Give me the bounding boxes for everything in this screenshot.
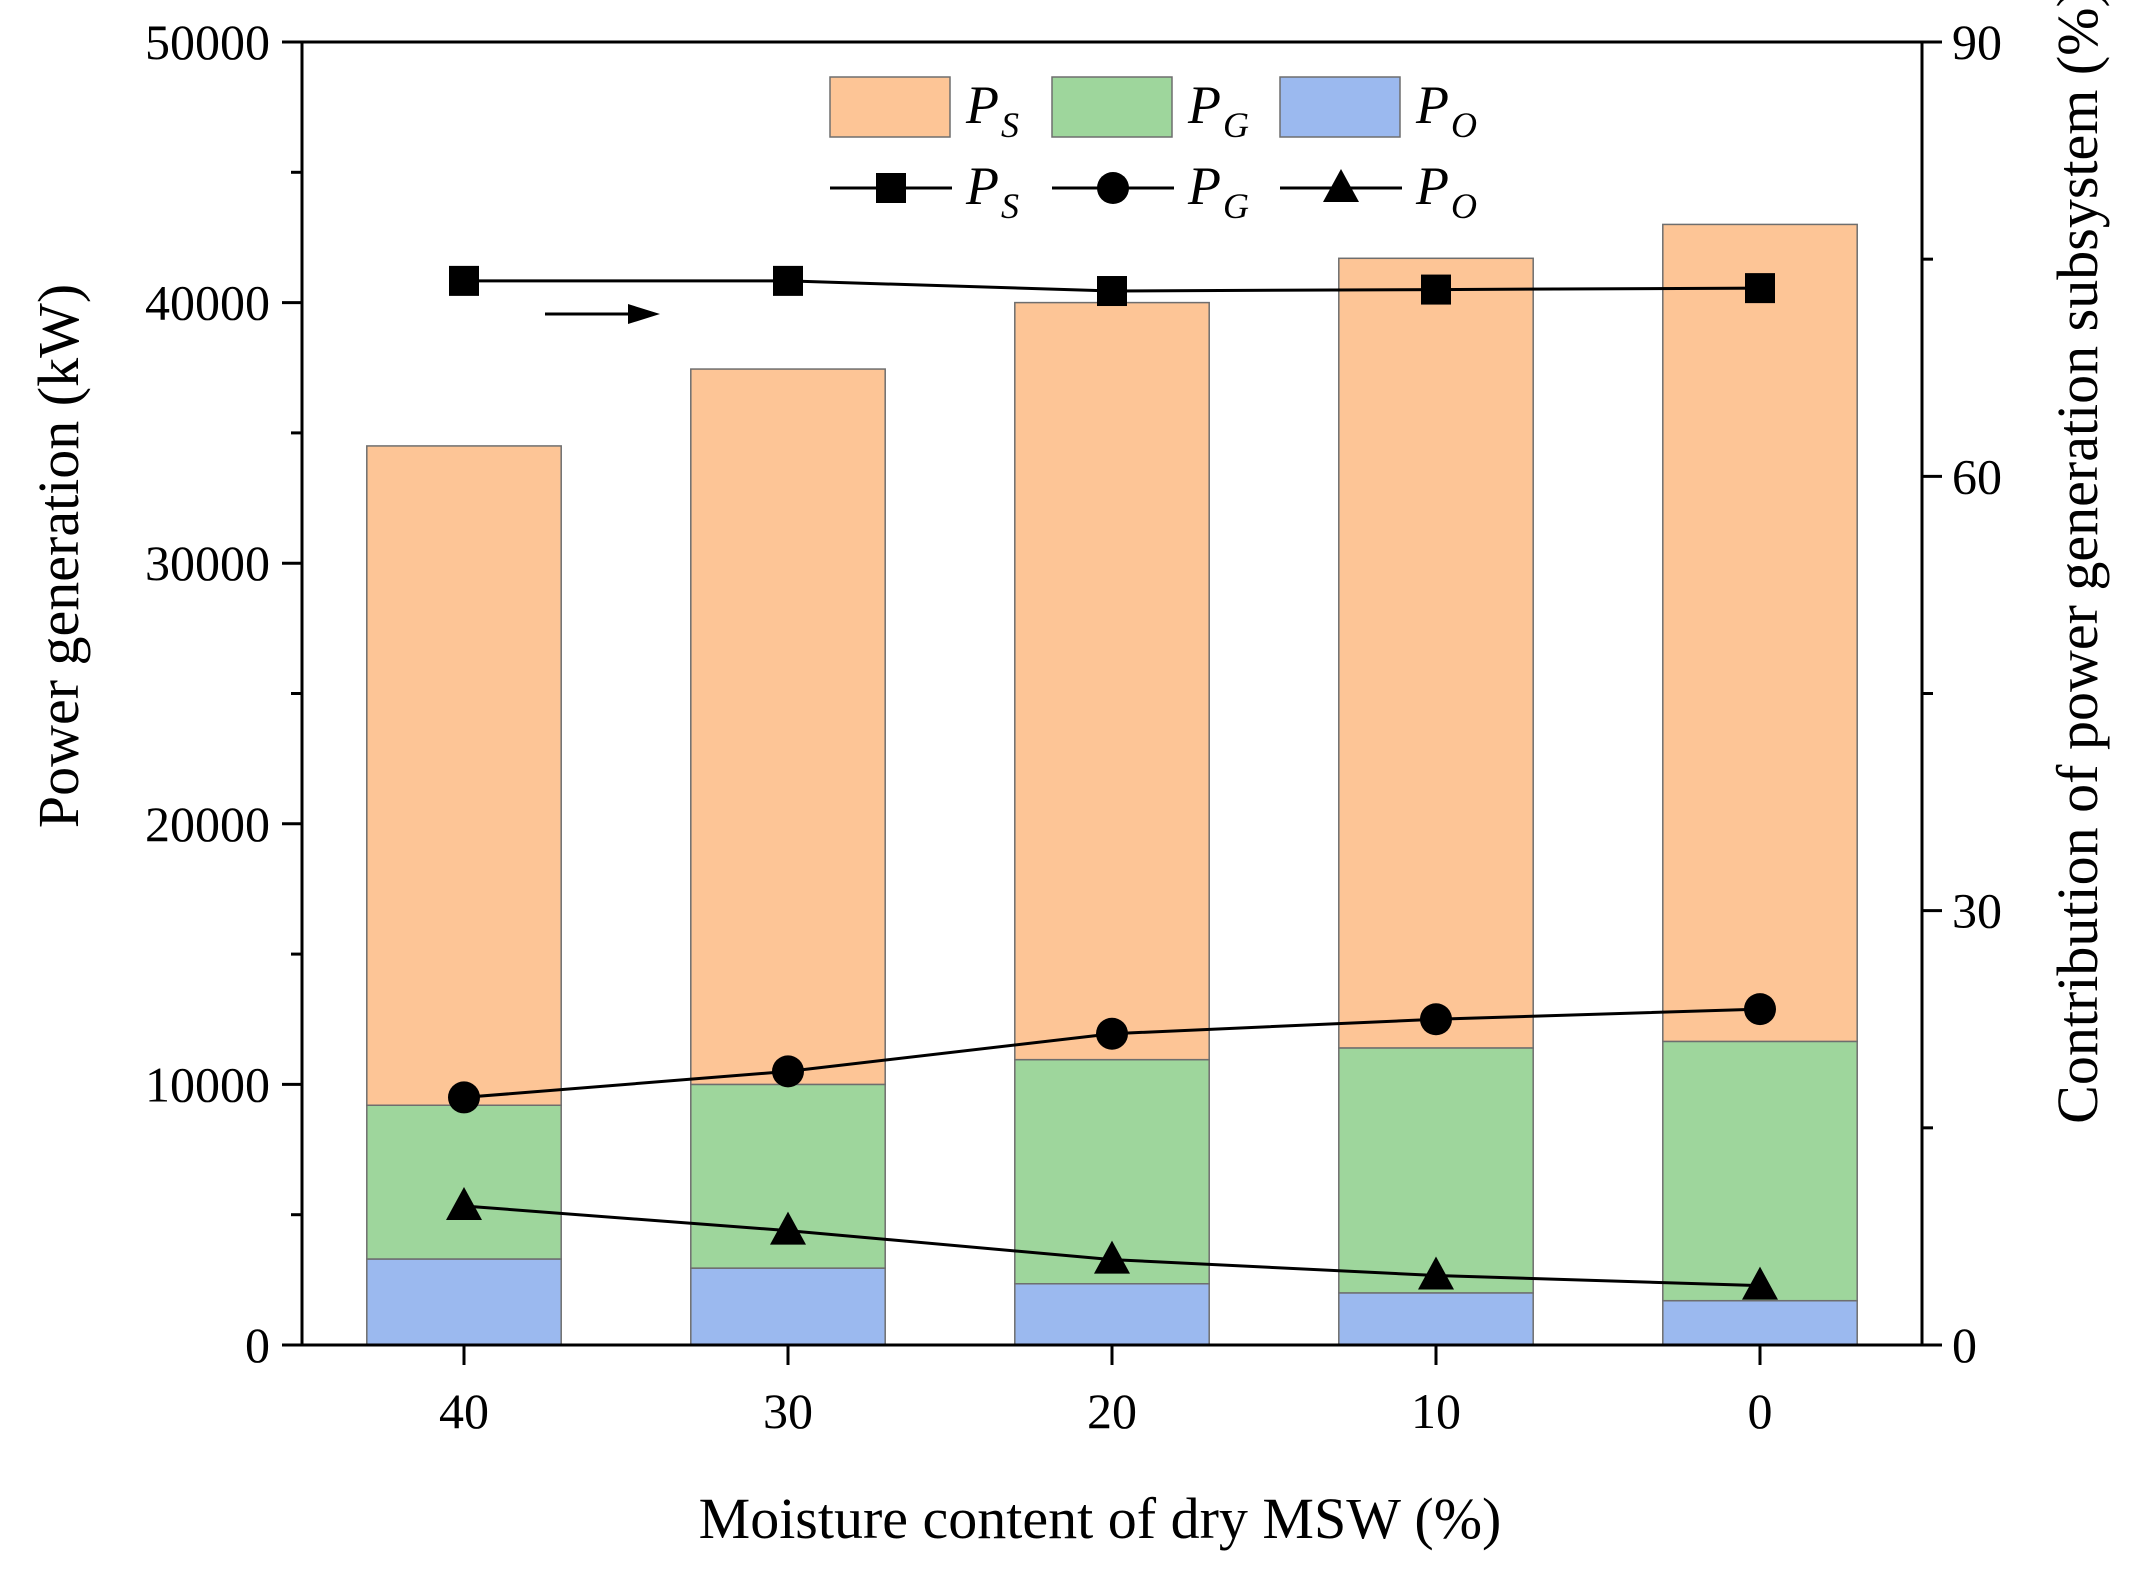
point-PO-0 xyxy=(1742,1266,1778,1300)
legend-label-line-PG: PG xyxy=(1187,156,1249,226)
point-PG-40 xyxy=(448,1081,480,1114)
y2-axis-title: Contribution of power generation subsyst… xyxy=(2045,0,2110,1124)
bar-PO-40 xyxy=(366,1258,562,1346)
x-axis-title: Moisture content of dry MSW (%) xyxy=(699,1486,1502,1551)
point-PS-30 xyxy=(773,265,803,296)
point-PG-20 xyxy=(1096,1017,1128,1050)
legend-swatch-PO xyxy=(1279,76,1401,138)
bar-PG-40 xyxy=(366,1104,562,1260)
point-PO-40 xyxy=(446,1187,482,1221)
bar-PS-20 xyxy=(1014,301,1210,1061)
point-PS-0 xyxy=(1745,273,1775,304)
point-PO-20 xyxy=(1094,1240,1130,1274)
legend-marker-PO xyxy=(1323,169,1359,202)
y-tick-label-50000: 50000 xyxy=(145,14,270,70)
legend-swatch-PG xyxy=(1051,76,1173,138)
point-PO-10 xyxy=(1418,1256,1454,1290)
y-tick-label-0: 0 xyxy=(245,1317,270,1373)
point-PS-40 xyxy=(449,265,479,296)
bar-PO-10 xyxy=(1338,1292,1534,1346)
point-PO-30 xyxy=(770,1211,806,1245)
point-PG-30 xyxy=(772,1055,804,1088)
bars-layer xyxy=(366,223,1858,1346)
point-PG-0 xyxy=(1744,993,1776,1026)
y-tick-label-20000: 20000 xyxy=(145,796,270,852)
y-tick-label-10000: 10000 xyxy=(145,1056,270,1112)
axes-layer: 0 10000 20000 30000 40000 50000 0 30 60 90 40 30 20 1… xyxy=(145,14,2002,1439)
point-PS-20 xyxy=(1097,276,1127,307)
x-tick-label-0: 0 xyxy=(1748,1383,1773,1439)
y2-tick-label-60: 60 xyxy=(1952,448,2002,504)
annotation-arrow-head xyxy=(628,304,660,324)
legend-marker-PG xyxy=(1097,172,1129,204)
legend-marker-PS xyxy=(876,173,906,203)
y-tick-label-30000: 30000 xyxy=(145,535,270,591)
bar-PS-0 xyxy=(1662,223,1858,1043)
point-PG-10 xyxy=(1420,1003,1452,1036)
point-PS-10 xyxy=(1421,274,1451,305)
y2-tick-label-30: 30 xyxy=(1952,883,2002,939)
bar-PO-0 xyxy=(1662,1299,1858,1346)
lines-layer xyxy=(446,265,1778,1300)
legend-swatch-PS xyxy=(829,76,951,138)
bar-PS-40 xyxy=(366,445,562,1106)
x-tick-label-20: 20 xyxy=(1087,1383,1137,1439)
y-tick-label-40000: 40000 xyxy=(145,275,270,331)
bar-PG-0 xyxy=(1662,1040,1858,1302)
x-tick-label-40: 40 xyxy=(439,1383,489,1439)
bar-PS-30 xyxy=(690,368,886,1086)
x-tick-label-10: 10 xyxy=(1411,1383,1461,1439)
y2-tick-label-0: 0 xyxy=(1952,1317,1977,1373)
y-axis-title: Power generation (kW) xyxy=(26,284,91,828)
y2-tick-label-90: 90 xyxy=(1952,14,2002,70)
bar-PG-10 xyxy=(1338,1047,1534,1294)
x-tick-label-30: 30 xyxy=(763,1383,813,1439)
bar-PO-20 xyxy=(1014,1283,1210,1346)
bar-PS-10 xyxy=(1338,257,1534,1049)
bar-PO-30 xyxy=(690,1267,886,1346)
